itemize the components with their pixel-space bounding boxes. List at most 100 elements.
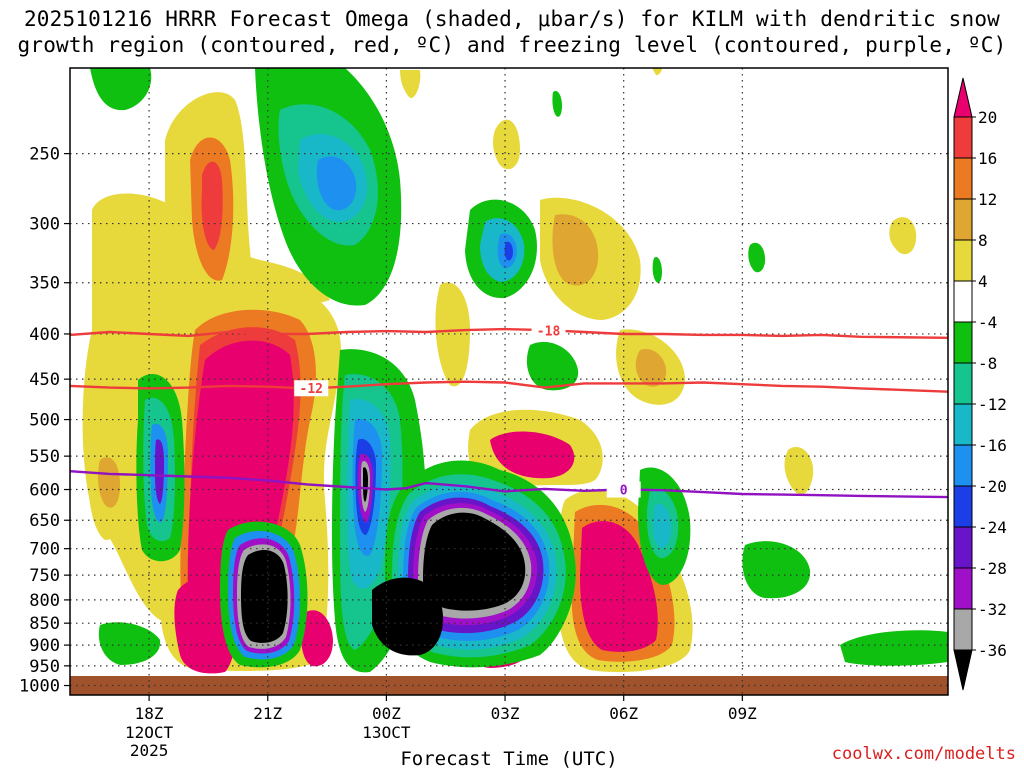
- y-tick-label: 850: [29, 614, 60, 634]
- omega-region-bottom-small-magenta: [301, 610, 333, 667]
- omega-region-lower-box-black: [241, 549, 288, 643]
- contour-label-background: [531, 322, 566, 339]
- colorbar-label: 4: [978, 272, 988, 291]
- omega-region-small-yellow-1: [493, 119, 520, 170]
- x-tick-date-label: 12OCT: [125, 723, 174, 742]
- colorbar-label: -32: [978, 600, 1007, 619]
- x-tick-label: 00Z: [372, 704, 401, 723]
- colorbar-bin: [953, 239, 973, 282]
- colorbar-label: -8: [978, 354, 997, 373]
- omega-region-upper-band-red: [201, 161, 223, 250]
- y-tick-label: 550: [29, 447, 60, 467]
- omega-region-top-edge-yellow: [652, 68, 662, 76]
- y-tick-label: 400: [29, 325, 60, 345]
- omega-region-small-yellow-5: [889, 217, 917, 255]
- omega-region-top-blue: [316, 156, 357, 211]
- contour-label-background: [294, 380, 329, 397]
- y-tick-label: 250: [29, 145, 60, 165]
- omega-region-big-black: [423, 512, 526, 611]
- y-tick-label: 750: [29, 566, 60, 586]
- omega-region-left-edge-orange: [97, 457, 120, 508]
- omega-region-small-orange-3: [635, 349, 667, 387]
- omega-region-upper-right-orange: [552, 214, 599, 286]
- x-tick-label: 09Z: [728, 704, 757, 723]
- colorbar-label: -16: [978, 436, 1007, 455]
- colorbar-top-arrow: [953, 77, 973, 118]
- y-tick-label: 650: [29, 511, 60, 531]
- omega-region-right-green-4: [652, 256, 662, 283]
- x-tick-label: 06Z: [609, 704, 638, 723]
- colorbar-label: -4: [978, 313, 997, 332]
- colorbar-bin: [953, 567, 973, 610]
- x-tick-year-label: 2025: [130, 741, 169, 760]
- contour-label-background: [606, 481, 641, 498]
- y-tick-label: 1000: [19, 677, 60, 697]
- omega-region-bottom-left-magenta: [174, 577, 236, 674]
- omega-region-center-right-magenta: [490, 431, 575, 479]
- colorbar-bin: [953, 157, 973, 200]
- colorbar-bin: [953, 321, 973, 364]
- colorbar-label: 12: [978, 190, 997, 209]
- y-tick-label: 450: [29, 370, 60, 390]
- contour-label: 0: [620, 484, 628, 499]
- colorbar-bin: [953, 198, 973, 241]
- contour-line--12: [70, 380, 948, 393]
- x-axis-title: Forecast Time (UTC): [400, 748, 617, 768]
- y-tick-label: 700: [29, 540, 60, 560]
- omega-region-lower-right-magenta: [580, 521, 658, 652]
- colorbar-bin: [953, 403, 973, 446]
- omega-region-upper-left-green: [552, 90, 562, 117]
- omega-region-left-purple: [155, 439, 164, 504]
- omega-region-mid-darkblue-1: [504, 241, 513, 261]
- colorbar-label: -36: [978, 641, 1007, 660]
- y-tick-label: 950: [29, 657, 60, 677]
- chart-title-line-2: growth region (contoured, red, ºC) and f…: [17, 33, 1007, 57]
- colorbar-label: -12: [978, 395, 1007, 414]
- omega-region-center-black: [363, 467, 368, 502]
- colorbar-label: -20: [978, 477, 1007, 496]
- colorbar-label: -28: [978, 559, 1007, 578]
- contour-lines: -18 -12 0: [70, 322, 948, 499]
- omega-region-right-green-3: [748, 242, 766, 273]
- y-tick-label: 350: [29, 274, 60, 294]
- x-tick-label: 03Z: [491, 704, 520, 723]
- y-tick-label: 800: [29, 591, 60, 611]
- source-credit[interactable]: coolwx.com/modelts: [831, 744, 1016, 764]
- colorbar-bin: [953, 526, 973, 569]
- chart-title-line-1: 2025101216 HRRR Forecast Omega (shaded, …: [23, 7, 1001, 31]
- x-tick-label: 18Z: [135, 704, 164, 723]
- omega-shading: [82, 68, 948, 674]
- omega-region-mid-cyan-3: [652, 503, 672, 549]
- colorbar-bin: [953, 444, 973, 487]
- y-tick-label: 500: [29, 411, 60, 431]
- y-axis: 2503003504004505005506006507007508008509…: [19, 145, 70, 697]
- x-tick-label: 21Z: [253, 704, 282, 723]
- contour-label: -18: [537, 324, 561, 339]
- colorbar-bin: [953, 280, 973, 323]
- omega-region-mid-green-2: [526, 341, 579, 391]
- omega-region-small-yellow-4: [784, 446, 814, 495]
- omega-region-small-yellow-2: [435, 282, 470, 387]
- contour-line--18: [70, 327, 948, 339]
- omega-region-small-yellow-6: [400, 70, 421, 99]
- omega-region-top-left-green: [90, 68, 152, 111]
- y-tick-label: 300: [29, 215, 60, 235]
- y-tick-label: 900: [29, 636, 60, 656]
- colorbar-label: -24: [978, 518, 1007, 537]
- y-tick-label: 600: [29, 481, 60, 501]
- colorbar-label: 20: [978, 108, 997, 127]
- colorbar: 20 16 12 8 4 -4 -8 -12 -16 -20 -24 -28 -32 -36: [953, 77, 1007, 691]
- plot-frame: [69, 67, 949, 696]
- colorbar-bin: [953, 608, 973, 651]
- colorbar-bin: [953, 116, 973, 159]
- colorbar-label: 8: [978, 231, 988, 250]
- omega-region-right-green-2: [840, 630, 948, 666]
- colorbar-bin: [953, 485, 973, 528]
- omega-region-far-left-green: [98, 622, 161, 665]
- colorbar-bin: [953, 362, 973, 405]
- colorbar-bottom-arrow: [953, 649, 973, 691]
- contour-line-0: [70, 470, 948, 499]
- omega-region-right-green-1: [742, 541, 811, 599]
